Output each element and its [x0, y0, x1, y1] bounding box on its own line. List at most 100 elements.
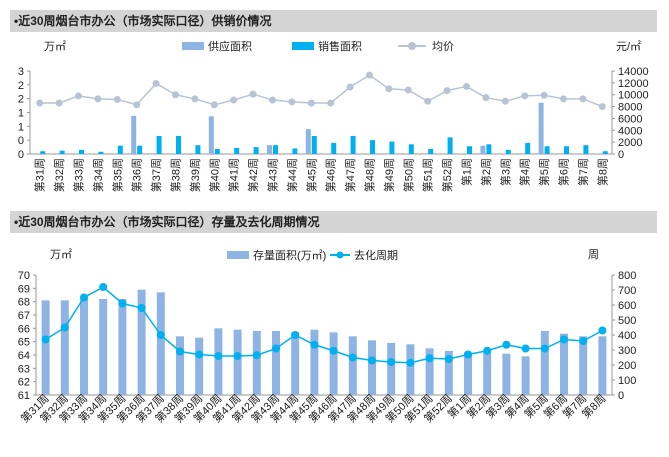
p2-right-tick-label: 500: [618, 315, 636, 327]
p2-right-tick-label: 700: [618, 285, 636, 297]
p1-line-point: [443, 87, 451, 95]
p2-line-point: [560, 335, 568, 344]
p2-bar-a: [560, 333, 568, 395]
p1-x-tick-label: 第31周: [33, 158, 47, 192]
p1-right-tick-label: 6000: [618, 113, 642, 125]
p1-bar-b: [137, 145, 143, 154]
p1-bar-b: [253, 147, 259, 154]
p1-bar-b: [214, 149, 220, 154]
p2-bar-a: [310, 329, 319, 395]
p1-line-point: [404, 86, 412, 94]
p2-bar-a: [195, 337, 204, 395]
p2-bar-a: [502, 353, 511, 395]
p2-line-point: [483, 346, 492, 355]
p1-x-tick-label: 第47周: [343, 158, 357, 192]
p1-x-tick-label: 第32周: [52, 158, 66, 192]
p2-line-point: [291, 331, 300, 339]
p2-line-point: [387, 358, 396, 366]
legend-supply-label: 供应面积: [208, 39, 252, 53]
p1-right-tick-label: 10000: [618, 90, 649, 102]
legend-supply-swatch: [182, 42, 204, 50]
p1-bar-a: [480, 145, 486, 154]
p1-right-tick-label: 12000: [618, 78, 649, 90]
p1-bar-b: [467, 146, 472, 154]
p2-right-tick-label: 200: [618, 360, 636, 372]
p1-line-point: [560, 95, 567, 103]
p1-x-tick-label: 第38周: [169, 158, 183, 192]
p2-line-point: [272, 344, 280, 353]
p1-bar-b: [370, 140, 375, 154]
p2-line-point: [156, 331, 165, 339]
p1-bar-b: [234, 147, 240, 154]
p2-line: [45, 286, 603, 364]
legend-price-marker: [408, 42, 416, 50]
p2-left-tick-label: 65: [18, 337, 30, 349]
p1-bar-b: [350, 136, 356, 154]
p2-bar-a: [368, 340, 376, 395]
p2-line-point: [176, 347, 184, 356]
p1-x-tick-label: 第35周: [110, 158, 124, 192]
p2-line-point: [118, 299, 127, 308]
p2-line-point: [502, 340, 511, 349]
p1-left-tick-label: 2: [18, 80, 24, 92]
p2-line-point: [195, 350, 204, 359]
p2-bar-a: [272, 331, 280, 395]
p1-line-point: [385, 85, 393, 93]
p1-line-point: [540, 91, 548, 99]
p2-right-tick-label: 300: [618, 345, 636, 357]
p1-x-tick-label: 第45周: [304, 158, 318, 192]
p2-left-tick-label: 68: [18, 297, 30, 309]
p1-x-tick-label: 第3周: [498, 158, 512, 186]
p2-bar-a: [233, 329, 242, 395]
p1-line-point: [366, 71, 373, 79]
p2-line-point: [329, 346, 338, 355]
p1-line-point: [75, 92, 82, 100]
p2-line-point: [214, 352, 223, 360]
p1-line-point: [327, 99, 335, 107]
p1-bar-b: [544, 146, 550, 154]
p2-bar-a: [80, 299, 88, 395]
p1-x-tick-label: 第36周: [130, 158, 144, 192]
p2-bar-a: [464, 352, 472, 395]
p1-bar-b: [98, 151, 104, 154]
p1-bar-b: [505, 149, 511, 154]
p1-bar-b: [117, 145, 123, 154]
p2-line-point: [464, 350, 472, 359]
p1-line-point: [579, 95, 587, 103]
p2-right-tick-label: 600: [618, 300, 636, 312]
p2-bar-a: [137, 289, 146, 395]
p1-bar-b: [79, 149, 84, 154]
p1-x-tick-label: 第46周: [324, 158, 338, 192]
p1-x-tick-label: 第48周: [363, 158, 377, 192]
p2-right-tick-label: 0: [618, 390, 624, 402]
legend-cycle-label: 去化周期: [354, 248, 398, 262]
p2-bar-a: [99, 299, 108, 395]
p1-line-point: [133, 101, 141, 109]
p2-right-tick-label: 800: [618, 270, 636, 282]
panel2-title: •近30周烟台市办公（市场实际口径）存量及去化周期情况: [10, 211, 657, 233]
p1-bar-a: [305, 129, 311, 154]
p1-bar-b: [389, 141, 395, 154]
p1-bar-b: [564, 146, 569, 154]
p1-line-point: [501, 97, 509, 105]
p1-line-point: [191, 95, 199, 103]
p1-bar-b: [311, 136, 317, 154]
p2-bar-a: [444, 351, 453, 395]
p2-line-point: [598, 326, 607, 335]
p2-line-point: [233, 352, 242, 360]
p2-left-tick-label: 64: [18, 350, 30, 362]
p1-x-tick-label: 第40周: [207, 158, 221, 192]
p1-line-point: [482, 94, 490, 102]
p1-bar-b: [583, 145, 589, 154]
p2-bar-a: [329, 332, 338, 395]
p1-line-point: [210, 101, 218, 109]
p1-bar-a: [208, 116, 214, 154]
panel1-title: •近30周烟台市办公（市场实际口径）供销价情况: [10, 10, 657, 32]
p2-bar-a: [579, 336, 588, 395]
p1-x-tick-label: 第33周: [72, 158, 86, 192]
p1-bar-b: [602, 151, 608, 154]
p1-bar-b: [273, 145, 278, 154]
p1-right-tick-label: 4000: [618, 125, 642, 137]
p1-line-point: [463, 82, 470, 90]
p2-line-point: [368, 356, 376, 365]
